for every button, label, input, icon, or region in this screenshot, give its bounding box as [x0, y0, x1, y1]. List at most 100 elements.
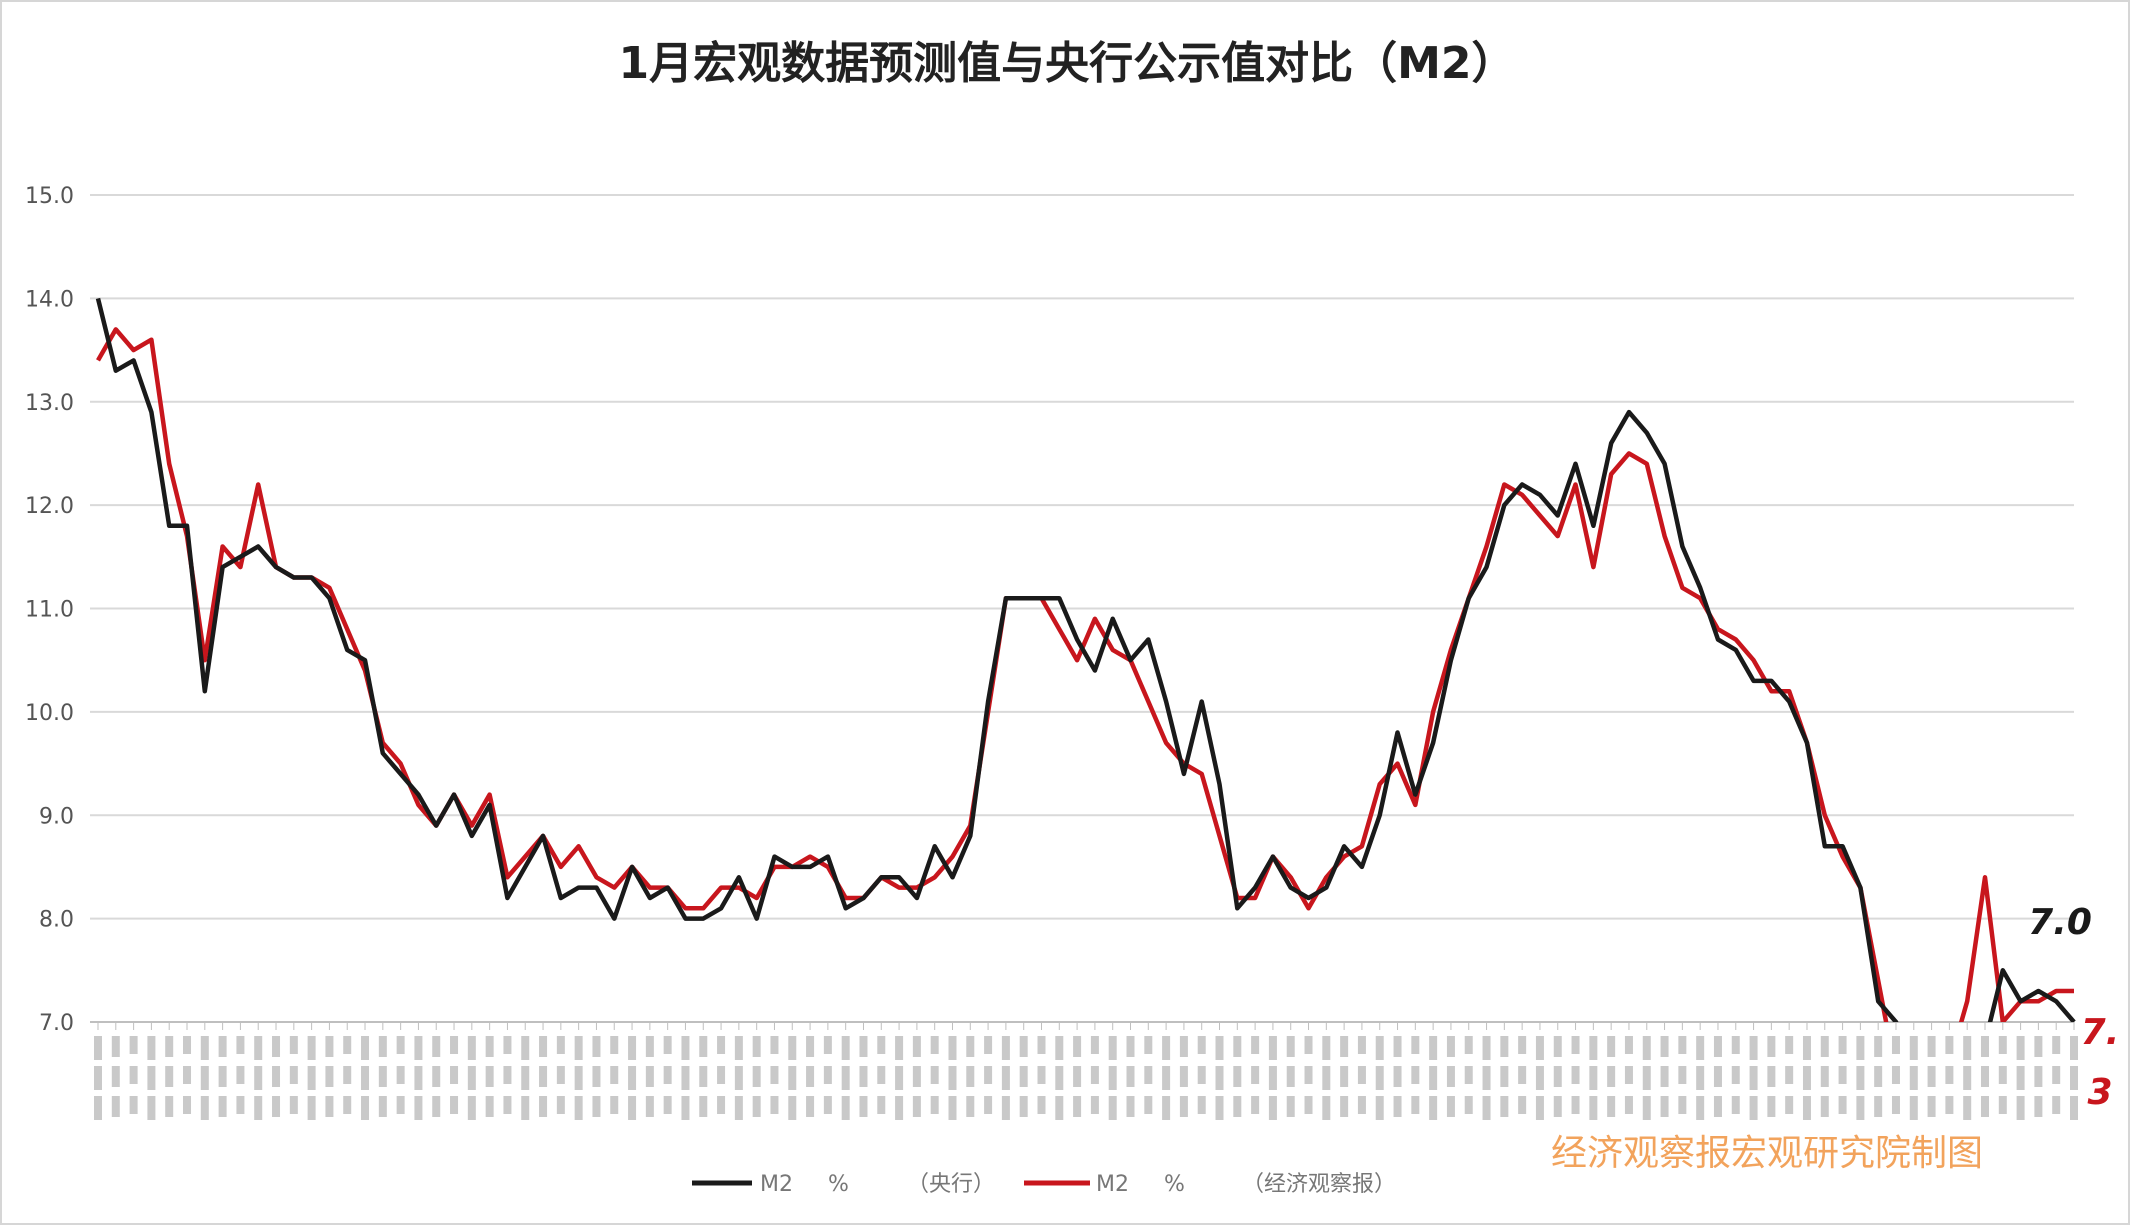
x-tick-label-glyph [1802, 1036, 1811, 1060]
x-tick-label-glyph [1553, 1036, 1562, 1057]
x-tick-label-glyph [1838, 1036, 1847, 1054]
legend-central-bank-m2: M2 [760, 1172, 793, 1197]
x-tick-label-glyph [823, 1036, 832, 1054]
end-label-central-bank: 7.0 [2028, 902, 2092, 943]
x-tick-label-glyph [467, 1036, 476, 1060]
chart-title: 1月宏观数据预测值与央行公示值对比（M2） [618, 38, 1515, 89]
x-tick-label-glyph [1927, 1066, 1936, 1087]
x-tick-label-glyph [1393, 1036, 1402, 1057]
x-tick-label-glyph [325, 1096, 334, 1117]
x-tick-label-glyph [1108, 1066, 1117, 1090]
legend: M2 % （央行） M2 % （经济观察报） [692, 1172, 1396, 1197]
x-tick-label-glyph [610, 1066, 619, 1084]
x-tick-label-glyph [930, 1066, 939, 1084]
y-tick-label: 12.0 [25, 494, 74, 519]
x-tick-label-glyph [1749, 1036, 1758, 1060]
x-tick-label-glyph [1090, 1096, 1099, 1114]
x-tick-label-glyph [1607, 1036, 1616, 1057]
x-tick-label-glyph [1411, 1066, 1420, 1084]
x-tick-label-glyph [859, 1066, 868, 1087]
x-tick-label-glyph [1019, 1066, 1028, 1087]
x-tick-label-glyph [1108, 1096, 1117, 1120]
x-tick-label-glyph [1073, 1096, 1082, 1117]
x-tick-label-glyph [1340, 1096, 1349, 1117]
x-tick-label-glyph [1642, 1036, 1651, 1060]
x-tick-label-glyph [1144, 1036, 1153, 1054]
x-tick-label-glyph [521, 1036, 530, 1060]
x-tick-label-glyph [752, 1066, 761, 1087]
x-tick-label-glyph [912, 1036, 921, 1057]
x-tick-label-glyph [1144, 1096, 1153, 1114]
x-tick-label-glyph [717, 1036, 726, 1054]
x-tick-label-glyph [1998, 1066, 2007, 1084]
x-tick-label-glyph [1393, 1096, 1402, 1117]
x-tick-label-glyph [1998, 1036, 2007, 1054]
x-tick-label-glyph [1856, 1036, 1865, 1060]
x-tick-label-glyph [325, 1066, 334, 1087]
x-tick-label-glyph [841, 1066, 850, 1090]
x-tick-label-glyph [1304, 1066, 1313, 1084]
x-tick-label-glyph [574, 1036, 583, 1060]
x-tick-label-glyph [289, 1036, 298, 1054]
x-tick-label-glyph [645, 1096, 654, 1117]
x-tick-label-glyph [1785, 1096, 1794, 1114]
x-tick-label-glyph [183, 1066, 192, 1084]
x-tick-label-glyph [94, 1066, 102, 1090]
x-tick-label-glyph [1820, 1036, 1829, 1057]
x-tick-label-glyph [1197, 1036, 1206, 1054]
x-tick-label-glyph [823, 1066, 832, 1084]
x-tick-label-glyph [1856, 1096, 1865, 1120]
x-tick-label-glyph [129, 1096, 138, 1114]
x-tick-label-glyph [2034, 1036, 2043, 1057]
x-tick-label-glyph [770, 1066, 779, 1084]
x-tick-label-glyph [1055, 1096, 1064, 1120]
x-tick-label-glyph [663, 1096, 672, 1114]
x-tick-label-glyph [1179, 1096, 1188, 1117]
x-tick-label-glyph [1607, 1096, 1616, 1117]
x-tick-label-glyph [734, 1066, 743, 1090]
x-tick-label-glyph [556, 1036, 565, 1054]
x-tick-label-glyph [1304, 1096, 1313, 1114]
x-tick-label-glyph [1037, 1096, 1046, 1114]
x-tick-label-glyph [1891, 1096, 1900, 1114]
x-tick-label-glyph [2070, 1096, 2078, 1120]
x-tick-label-glyph [966, 1096, 975, 1117]
x-tick-label-glyph [895, 1036, 904, 1060]
x-tick-label-glyph [396, 1066, 405, 1084]
x-tick-label-glyph [806, 1036, 815, 1057]
x-tick-label-glyph [503, 1066, 512, 1084]
x-tick-label-glyph [1838, 1066, 1847, 1084]
x-tick-label-glyph [752, 1096, 761, 1117]
x-tick-label-glyph [1019, 1096, 1028, 1117]
x-tick-label-glyph [94, 1096, 102, 1120]
x-tick-label-glyph [1785, 1066, 1794, 1084]
x-tick-label-glyph [1624, 1096, 1633, 1114]
x-tick-label-glyph [2052, 1096, 2061, 1114]
x-tick-label-glyph [841, 1096, 850, 1120]
x-tick-label-glyph [521, 1096, 530, 1120]
y-tick-label: 9.0 [39, 804, 74, 829]
legend-central-bank-unit: % [828, 1172, 849, 1197]
x-tick-label-glyph [432, 1036, 441, 1057]
x-tick-label-glyph [1500, 1096, 1509, 1117]
x-tick-label-glyph [1571, 1066, 1580, 1084]
x-tick-label-glyph [1767, 1036, 1776, 1057]
x-tick-label-glyph [254, 1036, 263, 1060]
x-tick-label-glyph [485, 1036, 494, 1057]
x-tick-label-glyph [1802, 1096, 1811, 1120]
x-tick-label-glyph [681, 1036, 690, 1060]
x-tick-label-glyph [2016, 1096, 2025, 1120]
x-tick-label-glyph [1268, 1096, 1277, 1120]
x-tick-label-glyph [1963, 1036, 1972, 1060]
x-tick-label-glyph [378, 1096, 387, 1117]
x-tick-label-glyph [574, 1066, 583, 1090]
x-tick-label-glyph [628, 1036, 637, 1060]
x-tick-label-glyph [2034, 1066, 2043, 1087]
x-tick-label-glyph [770, 1036, 779, 1054]
x-tick-label-glyph [1340, 1036, 1349, 1057]
y-tick-label: 15.0 [25, 184, 74, 209]
x-tick-label-glyph [361, 1036, 370, 1060]
x-tick-label-glyph [1571, 1096, 1580, 1114]
x-tick-label-glyph [699, 1066, 708, 1087]
x-tick-label-glyph [467, 1066, 476, 1090]
